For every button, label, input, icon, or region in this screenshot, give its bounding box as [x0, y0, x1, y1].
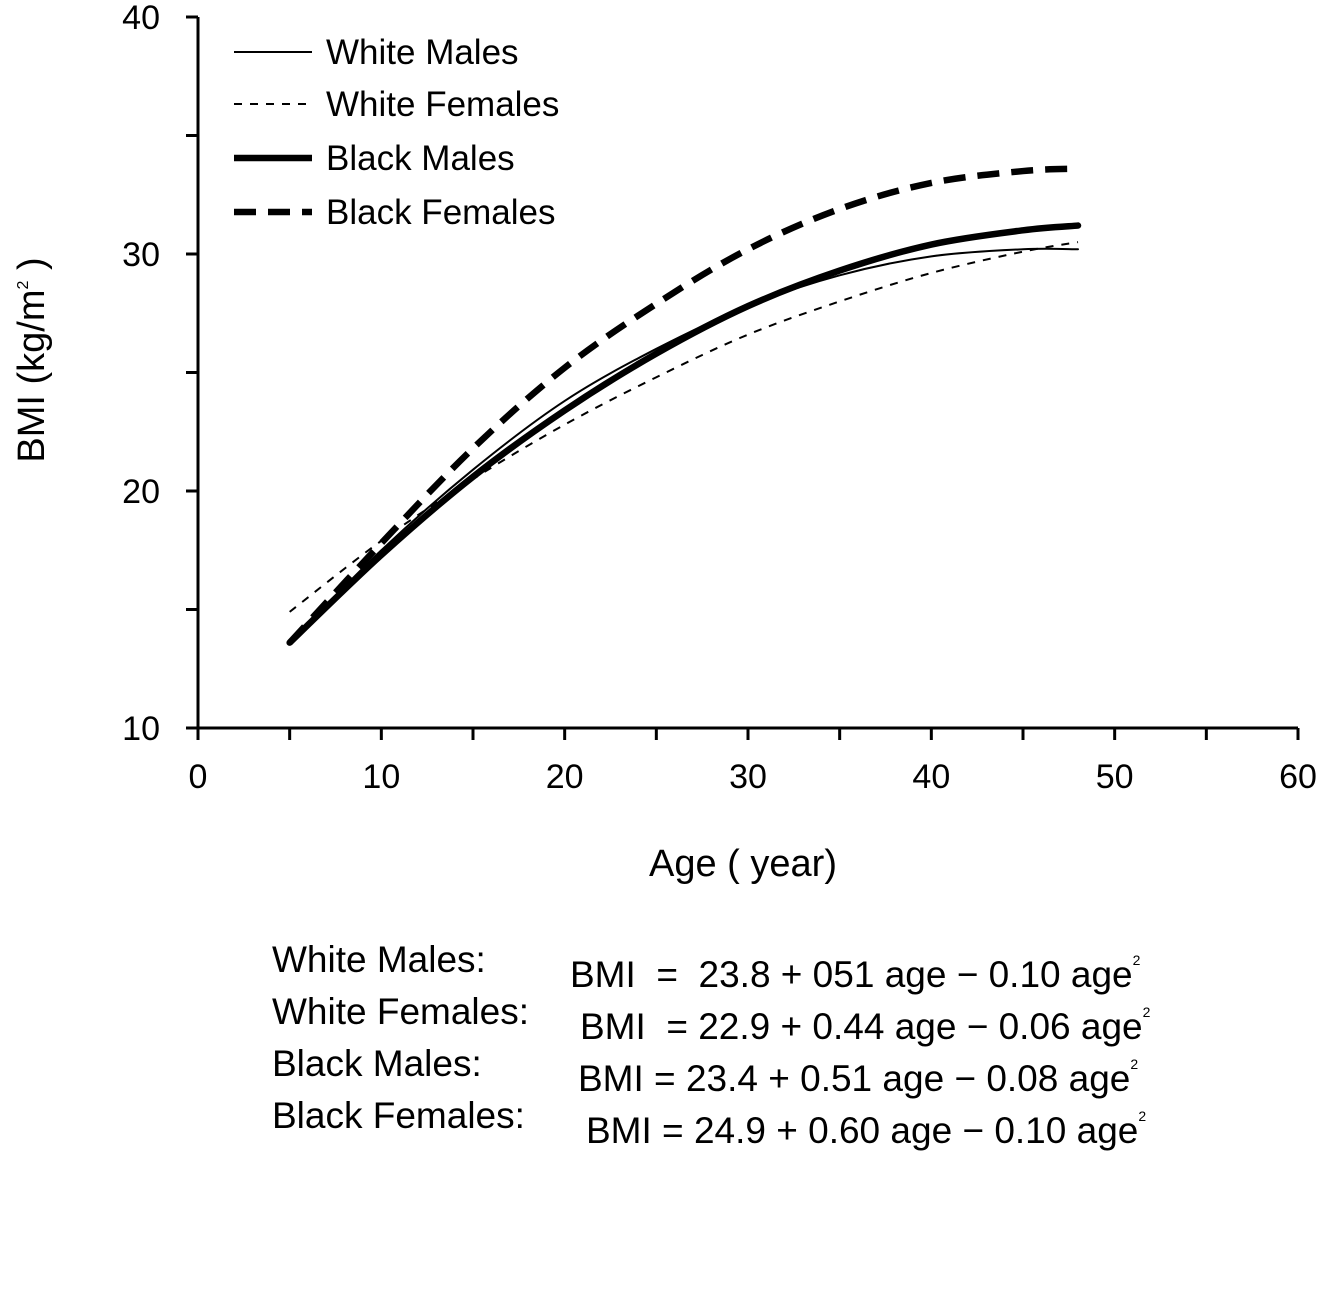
equation-row-white-females: White Females: BMI = 22.9 + 0.44 age − 0… — [272, 986, 1272, 1047]
equation-formula: BMI = 22.9 + 0.44 age − 0.06 age2 — [580, 986, 1150, 1053]
series-line-white-females — [289, 241, 1079, 613]
legend-label-black-males: Black Males — [326, 139, 515, 178]
series-line-black-males — [286, 222, 1082, 646]
equation-row-black-females: Black Females: BMI = 24.9 + 0.60 age − 0… — [272, 1090, 1272, 1151]
x-tick-label: 40 — [912, 758, 950, 796]
equation-row-black-males: Black Males: BMI = 23.4 + 0.51 age − 0.0… — [272, 1038, 1272, 1099]
equation-label: White Females: — [272, 991, 530, 1032]
equation-exponent: 2 — [1130, 1056, 1139, 1072]
equation-text: BMI = 22.9 + 0.44 age − 0.06 age — [580, 1006, 1143, 1047]
legend-label-white-males: White Males — [326, 33, 519, 72]
equation-exponent: 2 — [1138, 1108, 1147, 1124]
equation-text: BMI = 23.4 + 0.51 age − 0.08 age — [578, 1058, 1131, 1099]
equation-formula: BMI = 23.8 + 051 age − 0.10 age2 — [570, 934, 1140, 1001]
regression-equations: White Males: BMI = 23.8 + 051 age − 0.10… — [272, 934, 1272, 1151]
legend-label-white-females: White Females — [326, 85, 559, 124]
y-tick-label: 30 — [122, 236, 160, 274]
equation-text: BMI = 24.9 + 0.60 age − 0.10 age — [586, 1110, 1139, 1151]
x-tick-label: 0 — [189, 758, 208, 796]
equation-exponent: 2 — [1142, 1004, 1151, 1020]
y-tick-label: 10 — [122, 710, 160, 748]
series-line-black-females — [287, 165, 1079, 645]
equation-text: BMI = 23.8 + 051 age − 0.10 age — [570, 954, 1133, 995]
x-tick-label: 60 — [1279, 758, 1317, 796]
equation-label: Black Males: — [272, 1043, 482, 1084]
legend-label-black-females: Black Females — [326, 193, 556, 232]
equation-formula: BMI = 23.4 + 0.51 age − 0.08 age2 — [578, 1038, 1138, 1105]
x-tick-label: 50 — [1096, 758, 1134, 796]
legend: White Males White Females Black Males Black… — [234, 33, 559, 232]
bmi-age-chart: 0 10 20 30 40 50 60 10 20 30 40 White Males White F… — [11, 0, 1317, 885]
equation-row-white-males: White Males: BMI = 23.8 + 051 age − 0.10… — [272, 934, 1272, 995]
y-axis-title: BMI (kg/m2 ) — [11, 257, 53, 462]
ticks: 0 10 20 30 40 50 60 10 20 30 40 — [122, 0, 1317, 796]
x-tick-label: 20 — [546, 758, 584, 796]
x-tick-label: 10 — [362, 758, 400, 796]
series-line-white-males — [288, 247, 1079, 644]
y-axis-title-superscript: 2 — [15, 281, 32, 290]
series-lines — [286, 165, 1082, 646]
x-tick-label: 30 — [729, 758, 767, 796]
equation-formula: BMI = 24.9 + 0.60 age − 0.10 age2 — [586, 1090, 1146, 1157]
equation-label: Black Females: — [272, 1095, 525, 1136]
y-axis-title-main: BMI (kg/m — [11, 290, 53, 463]
equation-label: White Males: — [272, 939, 486, 980]
y-axis-title-suffix: ) — [11, 257, 53, 280]
y-tick-label: 40 — [122, 0, 160, 37]
x-axis-title: Age ( year) — [649, 843, 837, 885]
equation-exponent: 2 — [1132, 952, 1141, 968]
y-tick-label: 20 — [122, 473, 160, 511]
